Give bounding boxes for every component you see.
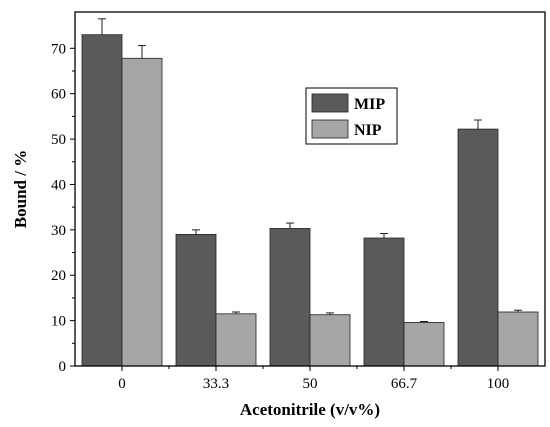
bar-mip-4: [457, 128, 499, 367]
bar-nip-1: [215, 313, 257, 367]
bars-layer: [81, 34, 539, 367]
legend-label-nip: NIP: [354, 122, 382, 139]
plot-frame: [74, 11, 546, 367]
y-tick-label-0: 0: [59, 359, 67, 375]
y-tick-label-3: 30: [51, 223, 66, 239]
x-tick-label-3: 66.7: [391, 376, 418, 392]
bar-mip-2: [269, 228, 311, 367]
y-axis-title: Bound / %: [11, 150, 30, 228]
x-tick-label-0: 0: [118, 376, 126, 392]
x-axis: 0 33.3 50 66.7 100: [118, 366, 509, 392]
y-tick-label-4: 40: [51, 177, 66, 193]
bar-mip-1: [175, 233, 217, 367]
bar-nip-4: [497, 311, 539, 367]
y-tick-label-2: 20: [51, 268, 66, 284]
x-tick-label-4: 100: [487, 376, 510, 392]
legend-swatch-nip: [311, 119, 349, 139]
x-tick-label-1: 33.3: [203, 376, 229, 392]
error-bars-layer: [98, 18, 522, 323]
legend-label-mip: MIP: [354, 96, 385, 113]
bar-mip-3: [363, 237, 405, 367]
y-tick-label-6: 60: [51, 87, 66, 103]
y-tick-label-7: 70: [51, 41, 66, 57]
y-tick-label-1: 10: [51, 314, 66, 330]
bar-mip-0: [81, 34, 123, 367]
x-tick-label-2: 50: [303, 376, 318, 392]
legend-swatch-mip: [311, 93, 349, 113]
bar-nip-2: [309, 314, 351, 367]
legend: MIP NIP: [305, 87, 398, 145]
x-axis-title: Acetonitrile (v/v%): [240, 400, 380, 419]
bar-nip-3: [403, 322, 445, 367]
bar-nip-0: [121, 57, 163, 367]
y-axis: 0 10 20 30 40 50 60 70: [51, 41, 75, 375]
y-tick-label-5: 50: [51, 132, 66, 148]
